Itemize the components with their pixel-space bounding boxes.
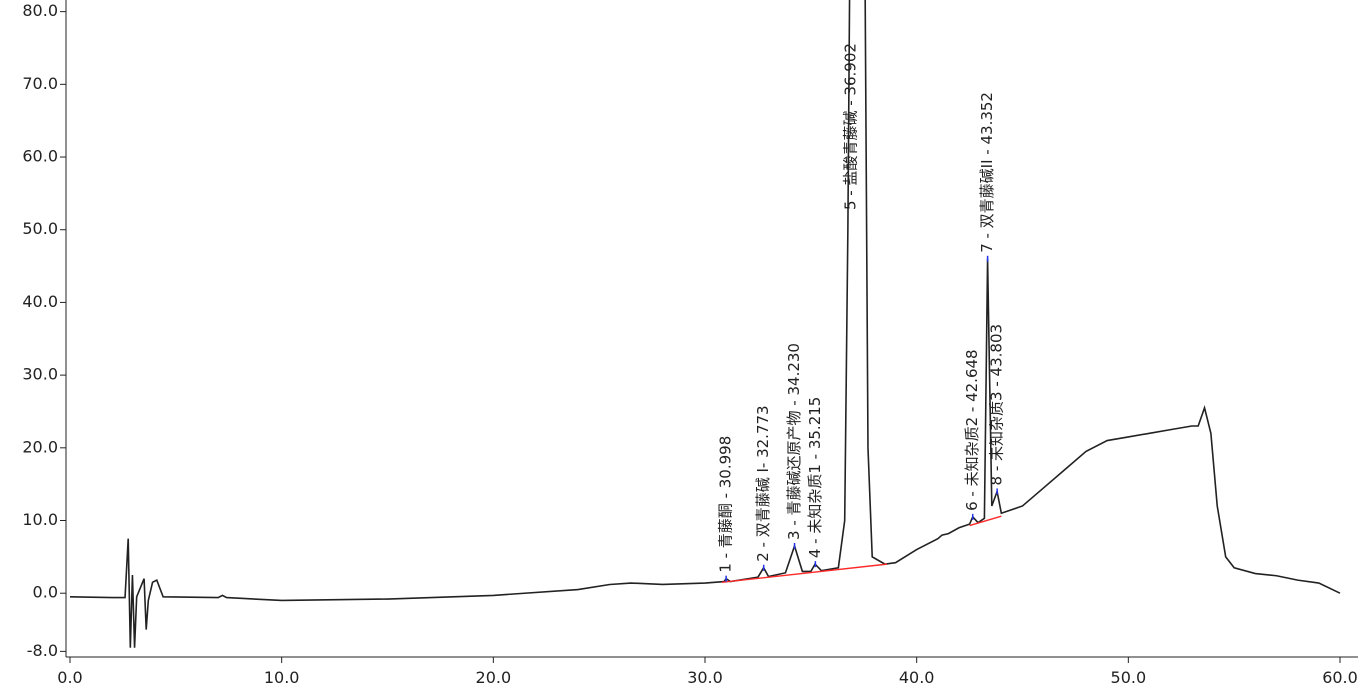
y-tick-label: 80.0 (22, 1, 58, 20)
peak-label: 4 - 未知杂质1 - 35.215 (806, 397, 824, 558)
peak-label: 3 - 青藤碱还原产物 - 34.230 (785, 343, 803, 540)
plot-area (69, 0, 1341, 648)
y-tick-label: -8.0 (27, 641, 58, 660)
trace (69, 0, 1341, 648)
y-tick-label: 30.0 (22, 365, 58, 384)
y-tick-label: 70.0 (22, 74, 58, 93)
x-tick-label: 20.0 (476, 668, 512, 687)
baseline (969, 515, 1002, 527)
peak-label: 8 - 未知杂质3 - 43.803 (988, 324, 1006, 485)
x-tick-label: 10.0 (264, 668, 300, 687)
peak-label: 5 - 盐酸青藤碱 - 36.902 (842, 43, 860, 210)
x-tick-label: 30.0 (687, 668, 723, 687)
x-tick-label: 60.0 (1322, 668, 1358, 687)
peak-label: 6 - 未知杂质2 - 42.648 (963, 349, 981, 510)
baseline (721, 563, 888, 583)
y-tick-label: 0.0 (33, 583, 58, 602)
y-tick-label: 40.0 (22, 292, 58, 311)
y-tick-label: 60.0 (22, 147, 58, 166)
x-tick-label: 0.0 (57, 668, 82, 687)
y-tick-label: 10.0 (22, 510, 58, 529)
peak-label: 1 - 青藤酮 - 30.998 (717, 436, 735, 573)
y-tick-label: 20.0 (22, 437, 58, 456)
peak-label: 7 - 双青藤碱II - 43.352 (978, 92, 996, 253)
x-tick-label: 40.0 (899, 668, 935, 687)
peak-label: 2 - 双青藤碱 Ⅰ- 32.773 (754, 405, 772, 561)
y-tick-label: 50.0 (22, 219, 58, 238)
x-tick-label: 50.0 (1111, 668, 1147, 687)
